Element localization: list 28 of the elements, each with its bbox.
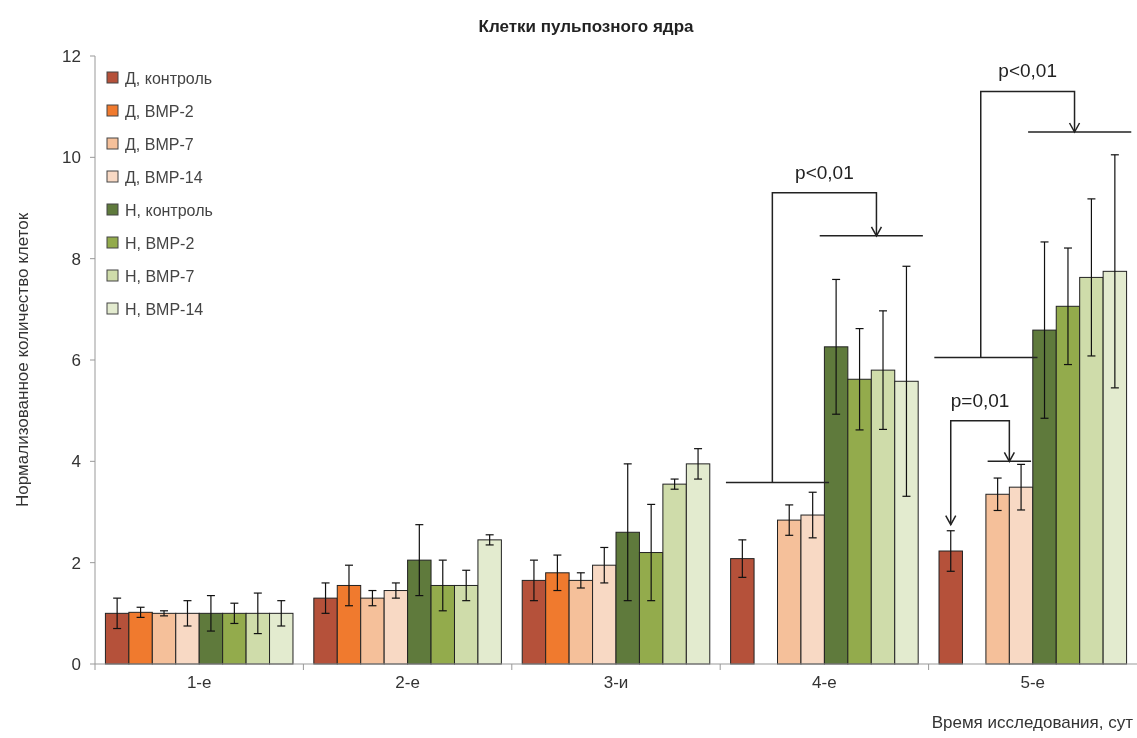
y-tick-label: 0 <box>71 654 81 674</box>
legend-label: Н, BMP-7 <box>125 267 195 285</box>
x-axis-title: Время исследования, сут <box>931 713 1134 732</box>
annotation: p=0,01 <box>950 389 1010 411</box>
legend-label: Н, BMP-14 <box>125 300 204 318</box>
y-tick-label: 4 <box>71 452 81 472</box>
x-tick-label: 4-е <box>812 673 837 692</box>
legend-label: Д, BMP-14 <box>125 168 203 186</box>
x-tick-label: 3-и <box>603 673 629 692</box>
legend-label: Д, BMP-7 <box>125 135 194 153</box>
chart-title: Клетки пульпозного ядра <box>478 17 695 36</box>
annotation: p<0,01 <box>795 161 854 183</box>
x-tick-label: 2-е <box>395 673 420 692</box>
bar <box>938 550 963 665</box>
y-axis-title: Нормализованное количество клеток <box>13 212 32 508</box>
y-tick-label: 8 <box>71 249 81 269</box>
bar <box>730 558 755 665</box>
annotation: p<0,01 <box>998 60 1057 82</box>
y-tick-label: 2 <box>71 553 81 573</box>
legend-label: Н, BMP-2 <box>125 234 195 252</box>
y-tick-label: 12 <box>62 46 81 66</box>
y-tick-label: 10 <box>62 148 81 168</box>
legend-label: Н, контроль <box>125 201 213 219</box>
y-tick-label: 6 <box>71 350 81 370</box>
x-tick-label: 1-е <box>186 673 212 692</box>
legend-label: Д, контроль <box>125 69 213 87</box>
legend-label: Д, BMP-2 <box>125 102 194 120</box>
x-tick-label: 5-е <box>1020 673 1046 692</box>
